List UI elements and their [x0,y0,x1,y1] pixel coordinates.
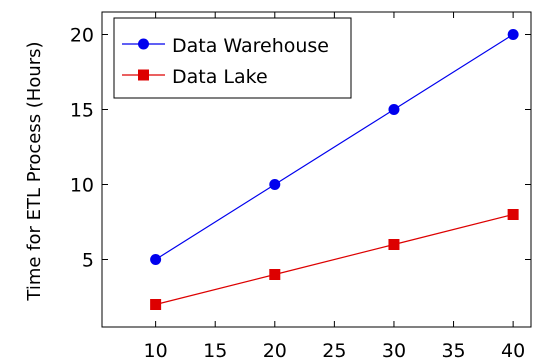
y-tick-label: 10 [70,175,94,197]
data-point [269,179,281,190]
legend-label: Data Lake [172,66,268,88]
y-tick-label: 15 [70,100,94,122]
axes [101,11,532,328]
x-tick-label: 20 [263,340,287,362]
legend-marker [138,69,149,81]
legend-item: Data Warehouse [122,35,329,57]
x-tick-label: 35 [441,340,465,362]
legend-item: Data Lake [122,66,268,88]
series-line [155,213,514,306]
series-line [155,33,514,261]
data-point [507,29,519,40]
legend: Data Warehouse Data Lake [113,17,352,99]
data-point [507,209,519,220]
data-point [388,239,400,250]
series-1 [150,29,519,265]
legend-box [113,17,352,99]
data-point [150,254,162,265]
ticks: 10 15 20 25 30 35 40 5 10 15 20 [70,12,531,362]
x-tick-label: 25 [322,340,346,362]
y-tick-label: 20 [70,25,94,47]
x-tick-label: 30 [382,340,406,362]
series-layer [150,29,519,310]
y-axis-label: Time for ETL Process (Hours) [24,41,45,301]
data-point [269,269,281,280]
y-tick-label: 5 [82,250,94,272]
legend-label: Data Warehouse [172,35,329,57]
x-tick-label: 10 [144,340,168,362]
data-point [388,104,400,115]
x-tick-label: 40 [501,340,525,362]
series-2 [150,209,519,310]
data-point [150,299,162,310]
x-tick-label: 15 [203,340,227,362]
plot-frame [101,11,532,328]
legend-marker [138,38,149,50]
